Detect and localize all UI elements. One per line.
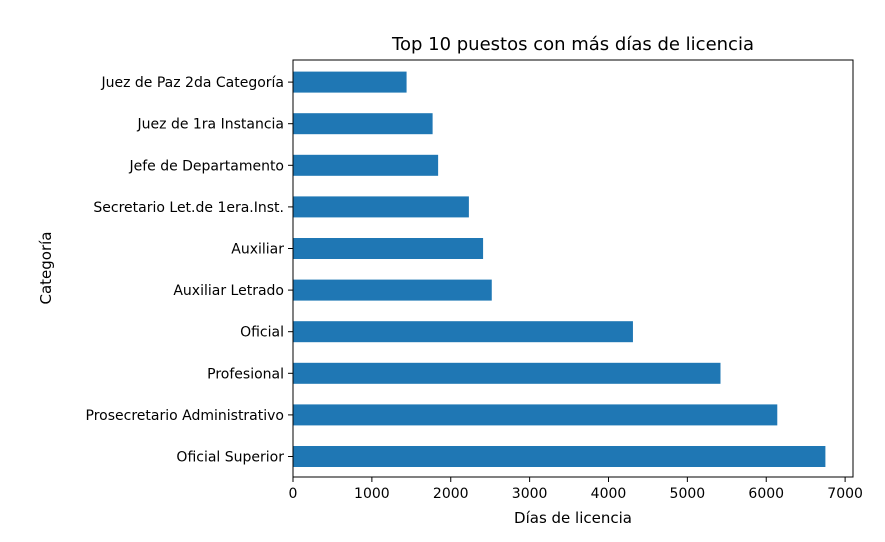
x-tick-label: 6000 bbox=[748, 486, 784, 502]
bar bbox=[293, 446, 826, 467]
bar bbox=[293, 404, 778, 426]
bar bbox=[293, 362, 721, 384]
x-axis-ticks: 0 1000 2000 3000 4000 5000 6000 7000 bbox=[289, 477, 863, 502]
y-tick-label: Oficial bbox=[240, 325, 284, 341]
y-tick-label: Auxiliar Letrado bbox=[173, 283, 284, 299]
y-tick-label: Profesional bbox=[207, 366, 284, 382]
x-tick-label: 3000 bbox=[512, 486, 548, 502]
y-tick-label: Juez de Paz 2da Categoría bbox=[100, 75, 284, 91]
y-tick-label: Secretario Let.de 1era.Inst. bbox=[93, 200, 284, 216]
x-tick-label: 1000 bbox=[354, 486, 390, 502]
y-tick-label: Prosecretario Administrativo bbox=[86, 408, 284, 424]
y-tick-label: Oficial Superior bbox=[176, 450, 284, 466]
x-tick-label: 5000 bbox=[670, 486, 706, 502]
bar bbox=[293, 113, 433, 135]
bar bbox=[293, 279, 492, 301]
y-axis-ticks: Oficial Superior Prosecretario Administra… bbox=[86, 75, 293, 466]
y-tick-label: Auxiliar bbox=[231, 242, 284, 258]
x-tick-label: 2000 bbox=[433, 486, 469, 502]
bar bbox=[293, 196, 469, 218]
x-tick-label: 7000 bbox=[827, 486, 863, 502]
x-axis-label: Días de licencia bbox=[514, 509, 632, 527]
bar bbox=[293, 238, 484, 259]
bar bbox=[293, 71, 407, 93]
y-axis-label: Categoría bbox=[37, 231, 55, 304]
plot-frame bbox=[292, 59, 854, 478]
chart-title: Top 10 puestos con más días de licencia bbox=[391, 34, 754, 55]
x-tick-label: 0 bbox=[289, 486, 298, 502]
x-tick-label: 4000 bbox=[591, 486, 627, 502]
bar bbox=[293, 321, 633, 343]
bars-group bbox=[293, 71, 826, 467]
y-tick-label: Jefe de Departamento bbox=[128, 158, 284, 174]
y-tick-label: Juez de 1ra Instancia bbox=[137, 117, 284, 133]
bar bbox=[293, 154, 439, 176]
